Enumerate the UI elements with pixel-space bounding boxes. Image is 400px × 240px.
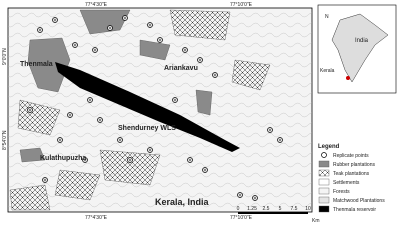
coord-label: 9°0'0"N — [2, 48, 8, 65]
legend-title: Legend — [318, 144, 340, 150]
point-cross — [123, 16, 127, 20]
coord-label: 77°4'30"E — [85, 2, 108, 8]
point-cross — [198, 58, 202, 62]
inset-label: Kerala — [320, 68, 335, 74]
replicate-points — [27, 15, 283, 201]
inset-label: India — [355, 38, 369, 44]
kerala-marker — [346, 76, 350, 80]
point-cross — [158, 38, 162, 42]
coord-label: 77°10'0"E — [230, 2, 253, 8]
rubber — [19, 9, 213, 163]
place-label: Thenmala — [20, 61, 53, 68]
coord-label: 8°54'0"N — [2, 130, 8, 150]
point-cross — [183, 48, 187, 52]
point-cross — [58, 138, 62, 142]
point-cross — [278, 138, 282, 142]
legend-label: Settlements — [333, 180, 360, 186]
coord-label: 77°4'30"E — [85, 215, 108, 221]
point-cross — [148, 148, 152, 152]
region-label: Kerala, India — [155, 197, 210, 207]
point-cross — [43, 178, 47, 182]
place-label: Kulathupuzha — [40, 155, 86, 162]
legend-label: Thenmala reservoir — [333, 207, 376, 213]
figure: 77°4'30"E 77°10'0"E 77°4'30"E 77°10'0"E … — [2, 2, 397, 224]
point-cross — [213, 73, 217, 77]
point-cross — [108, 26, 112, 30]
legend-swatch — [318, 196, 330, 204]
point-cross — [128, 158, 132, 162]
point-cross — [268, 128, 272, 132]
scale-label: 10 — [305, 206, 311, 212]
legend-label: Matchwood Plantations — [333, 198, 385, 204]
north-arrow: N — [325, 14, 329, 20]
scale-label: 7.5 — [291, 206, 298, 212]
reservoir — [55, 62, 240, 152]
legend-label: Replicate points — [333, 153, 369, 159]
point-cross — [173, 98, 177, 102]
point-cross — [83, 158, 87, 162]
point-cross — [148, 23, 152, 27]
legend-swatch — [318, 160, 330, 168]
scale-unit: Km — [312, 218, 320, 224]
legend: Replicate points Rubber plantations Teak p… — [318, 152, 385, 213]
point-cross — [88, 98, 92, 102]
teak — [9, 9, 271, 211]
point-cross — [38, 28, 42, 32]
legend-swatch — [318, 205, 330, 213]
point-cross — [118, 138, 122, 142]
legend-label: Teak plantations — [333, 171, 370, 177]
coord-label: 77°10'0"E — [230, 215, 253, 221]
legend-swatch — [318, 187, 330, 195]
scale-label: 5 — [279, 206, 282, 212]
point-cross — [238, 193, 242, 197]
point-cross — [93, 48, 97, 52]
scale-label: 2.5 — [263, 206, 270, 212]
legend-label: Rubber plantations — [333, 162, 375, 168]
place-label: Ariankavu — [164, 65, 198, 72]
point-cross — [253, 196, 257, 200]
point-cross — [68, 113, 72, 117]
legend-label: Forests — [333, 189, 350, 195]
scale-label: 0 — [237, 206, 240, 212]
point-cross — [98, 118, 102, 122]
legend-swatch — [318, 169, 330, 177]
point-cross — [203, 168, 207, 172]
point-cross — [28, 108, 32, 112]
scale-bar — [238, 212, 308, 214]
india-outline — [331, 13, 389, 83]
legend-swatch — [321, 152, 327, 158]
scale-label: 1.25 — [247, 206, 257, 212]
legend-swatch — [318, 178, 330, 186]
point-cross — [188, 158, 192, 162]
point-cross — [53, 18, 57, 22]
place-label: Shendurney WLS — [118, 125, 176, 132]
point-cross — [73, 43, 77, 47]
